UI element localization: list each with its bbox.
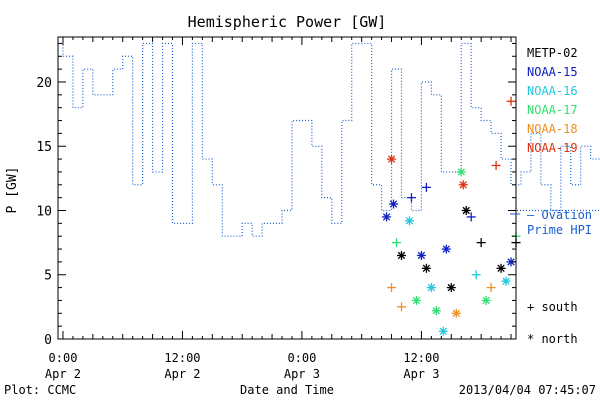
north-point	[506, 257, 516, 267]
south-point	[471, 270, 481, 280]
plot-credit: Plot: CCMC	[4, 383, 76, 397]
south-point	[406, 193, 416, 203]
north-point	[387, 154, 397, 164]
y-tick-label: 15	[36, 140, 52, 155]
north-point	[426, 283, 436, 293]
north-point	[501, 276, 511, 286]
x-axis-label: Date and Time	[240, 383, 334, 397]
plot-timestamp: 2013/04/04 07:45:07	[459, 383, 596, 397]
north-point	[496, 263, 506, 273]
north-point	[431, 306, 441, 316]
north-point	[397, 250, 406, 260]
north-point	[446, 283, 456, 293]
x-tick-label: 12:00	[403, 351, 439, 365]
north-point	[404, 216, 414, 226]
north-point	[461, 205, 471, 215]
legend-entry: NOAA-19	[527, 141, 578, 155]
south-point	[486, 283, 496, 293]
south-point	[392, 238, 402, 248]
x-tick-label: 0:00	[49, 351, 78, 365]
ovation-hpi-line	[58, 42, 600, 237]
legend-entry: METP-02	[527, 46, 578, 60]
ovation-legend-line1: — Ovation	[527, 208, 592, 222]
legend-entry: NOAA-18	[527, 122, 578, 136]
ovation-step-path	[58, 42, 600, 237]
north-point	[421, 263, 431, 273]
x-tick-label: Apr 2	[45, 367, 81, 381]
south-point	[421, 182, 431, 192]
north-point	[456, 167, 466, 177]
north-point	[481, 295, 491, 305]
legend-entry: NOAA-15	[527, 65, 578, 79]
ovation-legend-line2: Prime HPI	[527, 223, 592, 237]
north-point	[411, 295, 421, 305]
y-axis-label: P [GW]	[5, 167, 20, 214]
x-tick-label: Apr 3	[403, 367, 439, 381]
y-tick-label: 20	[36, 76, 52, 91]
x-tick-label: Apr 3	[284, 367, 320, 381]
legend-entry: NOAA-17	[527, 103, 578, 117]
north-marker-legend: * north	[527, 332, 578, 346]
south-point	[466, 212, 476, 222]
plot-axes: 0 5 10 15 20 0:00 Apr 2 12:00 Apr 2 0:00 Apr 3 12:0…	[36, 36, 517, 381]
north-point	[438, 326, 448, 336]
south-point	[506, 96, 516, 106]
south-point	[476, 238, 486, 248]
south-marker-legend: + south	[527, 300, 578, 314]
north-point	[389, 199, 399, 209]
x-tick-label: Apr 2	[164, 367, 200, 381]
legend: METP-02 NOAA-15 NOAA-16 NOAA-17 NOAA-18 NOAA-…	[510, 46, 578, 215]
north-point	[441, 244, 451, 254]
x-tick-label: 0:00	[287, 351, 316, 365]
south-point	[397, 302, 406, 312]
legend-entry: NOAA-16	[527, 84, 578, 98]
y-tick-label: 0	[44, 333, 52, 348]
chart-title: Hemispheric Power [GW]	[188, 13, 387, 31]
y-tick-label: 5	[44, 269, 52, 284]
plot-frame	[57, 36, 517, 340]
north-point	[458, 180, 468, 190]
south-point	[387, 283, 397, 293]
data-points	[382, 96, 521, 336]
north-point	[382, 212, 392, 222]
x-tick-label: 12:00	[164, 351, 200, 365]
south-point	[491, 161, 501, 171]
north-point	[416, 250, 426, 260]
north-point	[451, 308, 461, 318]
y-tick-label: 10	[36, 204, 52, 219]
